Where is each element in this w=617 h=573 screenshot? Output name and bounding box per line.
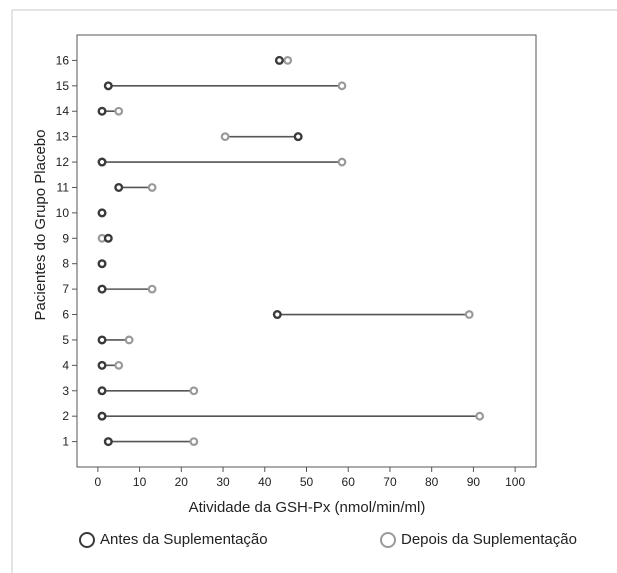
point-after (124, 335, 134, 345)
legend-item-before: Antes da Suplementação (79, 531, 268, 548)
y-tick-label: 8 (62, 257, 69, 271)
x-tick-label: 90 (467, 475, 481, 489)
point-after (147, 183, 157, 192)
point-after (114, 106, 124, 116)
legend-label-before: Antes da Suplementação (100, 531, 268, 548)
y-tick-label: 13 (56, 130, 70, 144)
y-tick-label: 11 (57, 180, 70, 194)
point-after (464, 310, 474, 319)
x-tick-label: 80 (425, 475, 439, 489)
point-after (337, 81, 347, 91)
point-after (147, 284, 157, 294)
point-before (97, 411, 107, 421)
y-tick-label: 7 (62, 282, 69, 296)
legend-label-after: Depois da Suplementação (401, 531, 577, 548)
axes: 0 10 20 30 40 50 60 70 80 90 100123456789101112131… (56, 34, 537, 489)
legend-marker-before-icon (79, 531, 95, 548)
y-tick-label: 4 (62, 358, 69, 372)
legend-item-after: Depois da Suplementação (380, 531, 577, 548)
y-tick-label: 3 (62, 384, 69, 398)
x-tick-label: 40 (258, 475, 272, 489)
chart-marks (97, 55, 485, 447)
point-after (220, 132, 230, 142)
x-tick-label: 0 (95, 475, 102, 489)
point-after (283, 56, 293, 65)
y-tick-label: 9 (62, 231, 69, 245)
x-axis-label: Atividade da GSH-Px (nmol/min/ml) (189, 499, 426, 516)
point-after (337, 157, 347, 167)
point-after (189, 437, 199, 446)
point-before (97, 259, 107, 269)
y-tick-label: 16 (56, 53, 70, 67)
x-tick-label: 70 (383, 475, 397, 489)
y-tick-label: 2 (62, 409, 69, 423)
x-tick-label: 50 (300, 475, 314, 489)
point-before (97, 360, 107, 370)
point-after (189, 386, 199, 396)
point-before (97, 157, 107, 167)
y-axis-label: Pacientes do Grupo Placebo (32, 130, 49, 321)
point-before (103, 437, 113, 447)
point-before (97, 386, 107, 396)
y-tick-label: 14 (56, 104, 70, 118)
point-before (103, 233, 113, 243)
point-before (97, 208, 107, 218)
point-before (97, 284, 107, 294)
y-tick-label: 1 (62, 435, 69, 449)
point-before (272, 310, 282, 320)
y-tick-label: 5 (62, 333, 69, 347)
y-tick-label: 12 (56, 155, 70, 169)
point-after (114, 360, 124, 370)
y-tick-label: 6 (62, 308, 69, 322)
x-tick-label: 100 (505, 475, 525, 489)
legend-marker-after-icon (380, 531, 396, 548)
point-before (293, 132, 303, 142)
point-before (274, 55, 284, 65)
point-before (97, 335, 107, 345)
y-tick-label: 10 (56, 206, 70, 220)
x-tick-label: 10 (133, 475, 147, 489)
y-tick-label: 15 (56, 79, 70, 93)
point-before (114, 182, 124, 192)
x-tick-label: 30 (216, 475, 230, 489)
point-after (475, 411, 485, 421)
point-before (97, 106, 107, 116)
plot-frame (76, 34, 537, 468)
x-tick-label: 60 (342, 475, 356, 489)
x-tick-label: 20 (175, 475, 189, 489)
point-before (103, 81, 113, 91)
